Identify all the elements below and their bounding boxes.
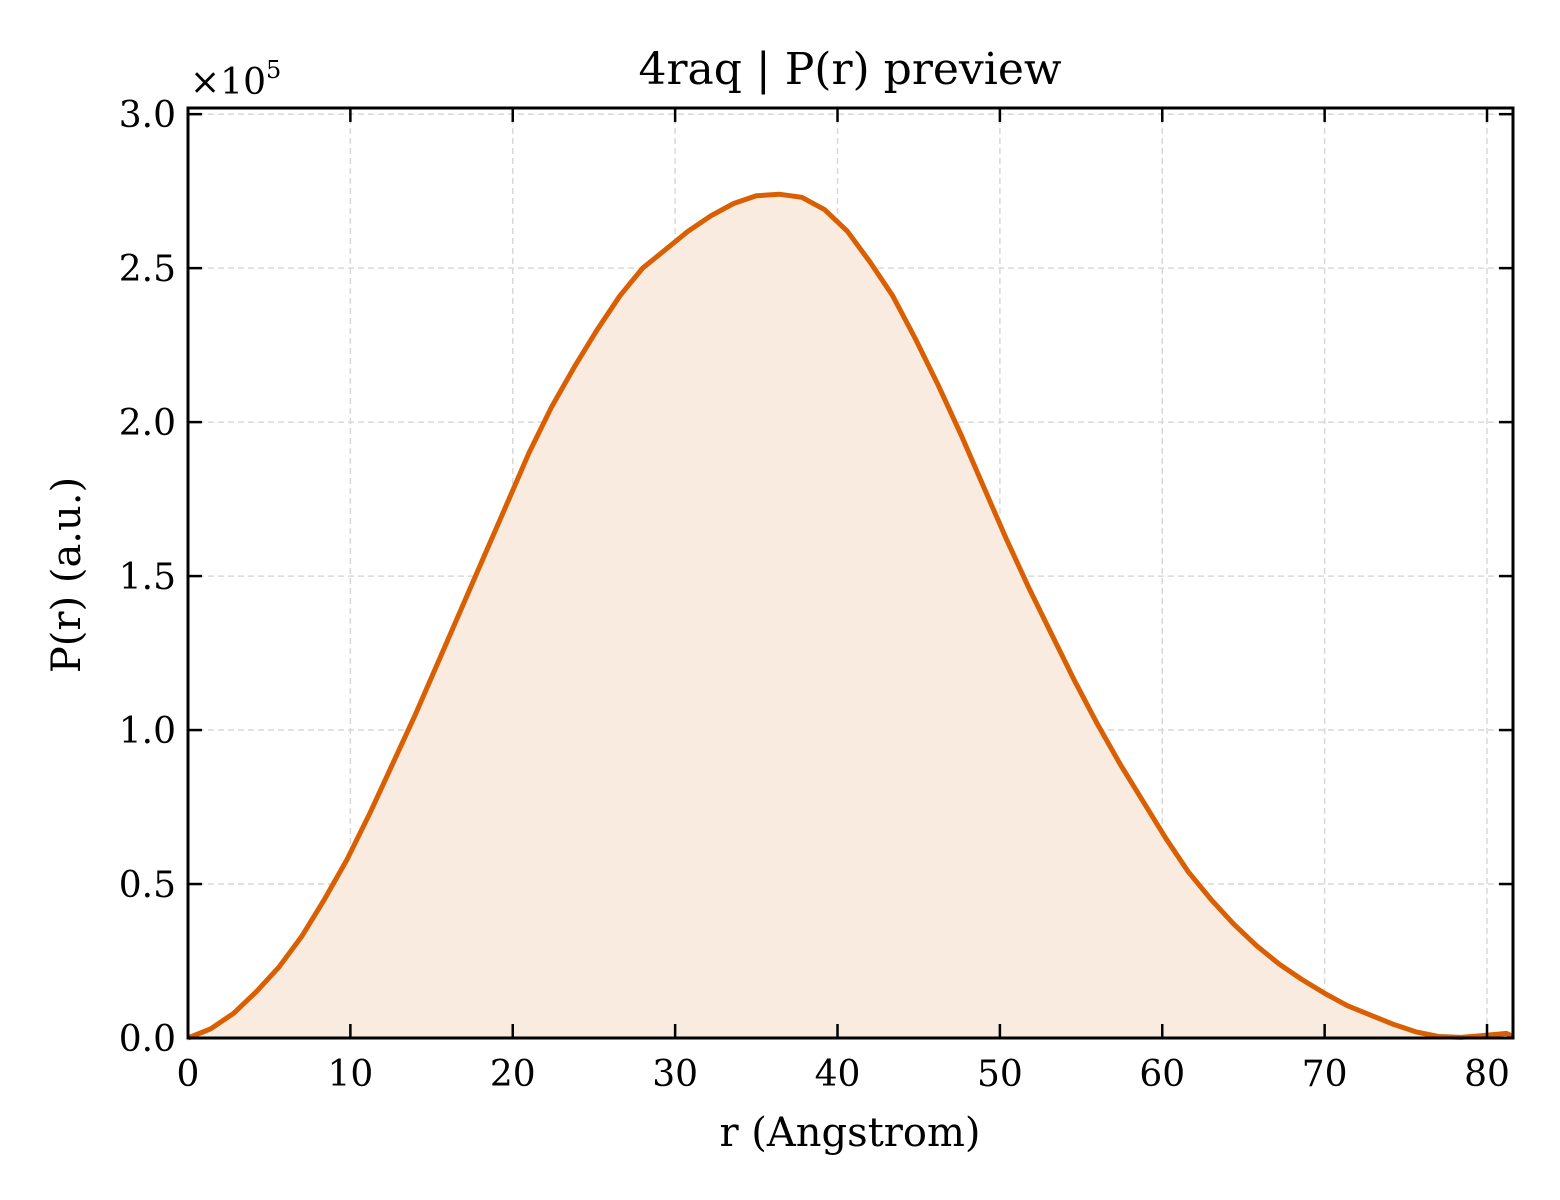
y-tick-label: 1.0 — [119, 711, 176, 752]
y-axis-multiplier: ×105 — [190, 56, 281, 103]
pr-area-fill — [188, 194, 1513, 1038]
x-tick-label: 60 — [1139, 1054, 1185, 1095]
y-tick-label: 0.0 — [119, 1019, 176, 1060]
y-tick-label: 2.0 — [119, 403, 176, 444]
x-tick-label: 50 — [977, 1054, 1023, 1095]
x-tick-label: 80 — [1464, 1054, 1510, 1095]
x-tick-label: 20 — [490, 1054, 536, 1095]
x-axis-ticks: 0 10 20 30 40 50 60 70 80 — [177, 108, 1510, 1095]
y-tick-label: 0.5 — [119, 865, 176, 906]
x-tick-label: 0 — [177, 1054, 200, 1095]
y-axis-ticks: 0.0 0.5 1.0 1.5 2.0 2.5 3.0 — [119, 95, 1513, 1060]
y-tick-label: 1.5 — [119, 557, 176, 598]
y-axis-multiplier-base: ×10 — [190, 62, 266, 103]
x-tick-label: 70 — [1302, 1054, 1348, 1095]
chart-title: 4raq | P(r) preview — [638, 44, 1061, 95]
plot-frame — [186, 106, 1515, 1040]
x-tick-label: 40 — [815, 1054, 861, 1095]
y-axis-multiplier-exponent: 5 — [266, 56, 281, 84]
pr-series-line — [187, 191, 1515, 1041]
y-tick-label: 3.0 — [119, 95, 176, 136]
y-tick-label: 2.5 — [119, 249, 176, 290]
y-axis-label: P(r) (a.u.) — [44, 477, 90, 673]
x-axis-label: r (Angstrom) — [719, 1110, 980, 1156]
x-tick-label: 10 — [327, 1054, 373, 1095]
x-tick-label: 30 — [652, 1054, 698, 1095]
